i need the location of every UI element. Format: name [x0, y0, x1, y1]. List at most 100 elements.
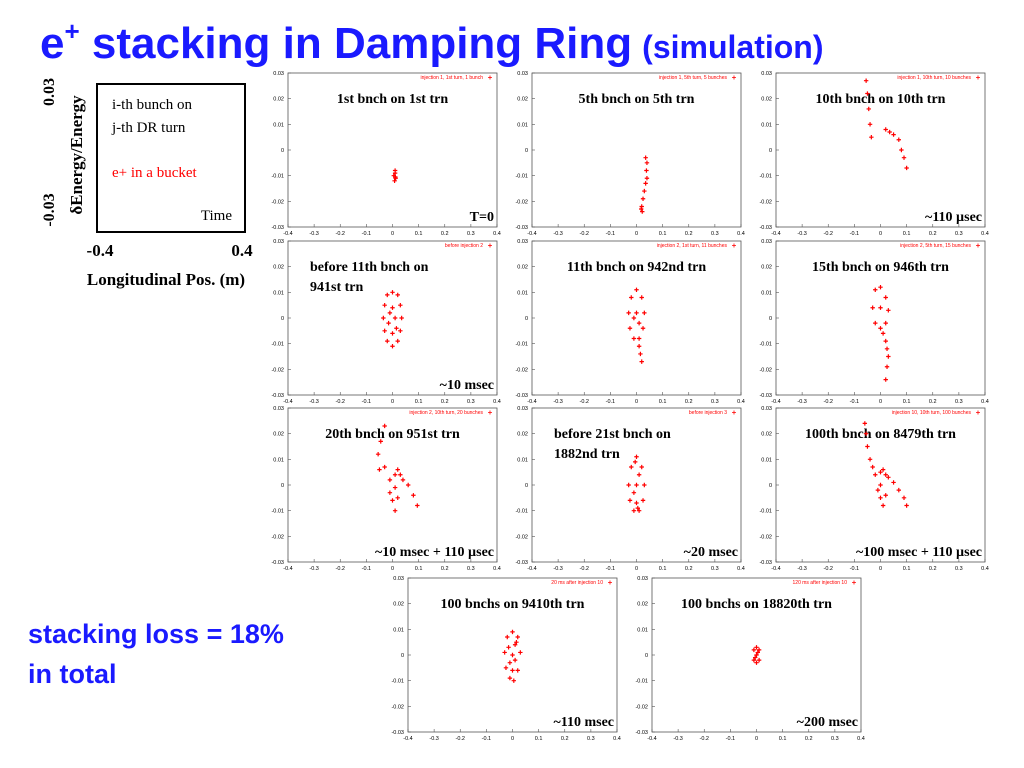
data-point	[631, 490, 637, 495]
data-point	[387, 477, 393, 483]
legend-marker	[732, 410, 736, 415]
legend-label: injection 2, 10th turn, 20 bunches	[409, 410, 483, 416]
x-tick-label: -0.4	[771, 566, 780, 572]
data-point	[636, 472, 642, 477]
y-tick-label: -0.02	[635, 704, 648, 710]
x-tick-label: 0.2	[929, 566, 937, 572]
scatter-panel: -0.4 -0.3 -0.2 -0.1 0 0.1 0.2 0.3 0.4 0.03 0.02 0.0…	[515, 239, 744, 405]
key-y-bottom: -0.03	[41, 193, 58, 226]
x-tick-label: -0.2	[700, 736, 709, 742]
data-point	[636, 320, 642, 326]
x-tick-label: -0.3	[797, 399, 806, 405]
x-tick-label: 0.2	[685, 231, 693, 237]
x-tick-label: 0.4	[857, 736, 865, 742]
y-tick-label: 0.01	[517, 290, 528, 296]
y-tick-label: 0.02	[517, 97, 528, 103]
data-point	[386, 320, 391, 326]
data-point	[502, 650, 507, 655]
panel-label: 100 bnchs on 9410th trn	[441, 597, 585, 612]
legend-label: 120 ms after injection 10	[793, 580, 848, 586]
x-tick-label: 0	[511, 736, 514, 742]
x-tick-label: -0.2	[580, 566, 589, 572]
y-tick-label: -0.03	[515, 225, 528, 231]
x-tick-label: 0.1	[903, 566, 911, 572]
panel-annotation: ~110 msec	[553, 715, 614, 730]
legend-label: injection 1, 1st turn, 1 bunch	[420, 75, 483, 81]
y-tick-label: 0	[769, 316, 772, 322]
data-point	[382, 464, 387, 470]
panel-label: 11th bnch on 942nd trn	[567, 260, 706, 275]
key-x-left: -0.4	[87, 241, 114, 260]
legend-marker	[488, 243, 492, 248]
x-tick-label: 0.1	[659, 399, 667, 405]
x-tick-label: -0.1	[850, 231, 859, 237]
x-tick-label: -0.3	[429, 736, 438, 742]
y-tick-label: 0.02	[637, 602, 648, 608]
y-tick-label: 0	[281, 148, 284, 154]
data-point	[643, 155, 648, 160]
y-tick-label: -0.03	[759, 393, 772, 399]
x-tick-label: -0.1	[362, 399, 371, 405]
data-point	[387, 310, 393, 316]
data-point	[639, 206, 644, 212]
x-tick-label: 0	[391, 566, 394, 572]
data-point	[878, 326, 883, 331]
data-point	[880, 331, 886, 336]
y-tick-label: 0	[769, 483, 772, 489]
y-tick-label: 0	[645, 653, 648, 659]
data-point	[505, 634, 510, 640]
data-point	[867, 122, 873, 127]
x-tick-label: 0.4	[981, 399, 989, 405]
x-tick-label: 0.2	[441, 399, 449, 405]
y-tick-label: 0	[281, 483, 284, 489]
loss-text: in total	[28, 659, 117, 689]
key-y-label: δEnergy/Energy	[67, 95, 86, 215]
scatter-panel: -0.4 -0.3 -0.2 -0.1 0 0.1 0.2 0.3 0.4 0.03 0.02 0.0…	[635, 576, 864, 742]
data-point	[883, 377, 888, 382]
x-tick-label: 0.3	[955, 399, 963, 405]
x-tick-label: -0.1	[482, 736, 491, 742]
data-point	[886, 354, 891, 359]
x-tick-label: -0.3	[553, 231, 562, 237]
data-point	[392, 178, 397, 183]
data-point	[755, 650, 761, 655]
x-tick-label: -0.3	[797, 566, 806, 572]
x-tick-label: 0.3	[711, 399, 719, 405]
data-point	[878, 285, 883, 290]
x-tick-label: -0.2	[336, 231, 345, 237]
data-point	[640, 209, 645, 214]
y-tick-label: -0.01	[391, 679, 404, 685]
x-tick-label: -0.2	[580, 231, 589, 237]
data-point	[627, 498, 633, 503]
y-tick-label: 0.03	[637, 576, 648, 582]
data-point	[643, 181, 648, 186]
key-x-label: Longitudinal Pos. (m)	[87, 270, 245, 289]
x-tick-label: 0.4	[737, 231, 745, 237]
scatter-panel: -0.4 -0.3 -0.2 -0.1 0 0.1 0.2 0.3 0.4 0.03 0.02 0.0…	[759, 239, 988, 405]
data-point	[395, 495, 400, 501]
x-tick-label: 0	[635, 399, 638, 405]
x-tick-label: -0.4	[647, 736, 656, 742]
panel-annotation: T=0	[470, 210, 494, 225]
panel-annotation: ~20 msec	[684, 545, 738, 560]
y-tick-label: -0.02	[759, 367, 772, 373]
x-tick-label: 0.2	[561, 736, 569, 742]
data-point	[392, 472, 398, 477]
y-tick-label: 0	[525, 148, 528, 154]
panel-label: 10th bnch on 10th trn	[816, 92, 946, 107]
data-point	[395, 467, 400, 472]
x-tick-label: -0.2	[824, 399, 833, 405]
y-tick-label: 0.01	[761, 290, 772, 296]
data-point	[510, 668, 515, 673]
y-tick-label: 0	[769, 148, 772, 154]
data-point	[756, 657, 762, 663]
x-tick-label: -0.1	[362, 566, 371, 572]
data-point	[392, 315, 398, 321]
y-tick-label: 0.03	[761, 239, 772, 245]
y-tick-label: -0.02	[759, 534, 772, 540]
scatter-panel: -0.4 -0.3 -0.2 -0.1 0 0.1 0.2 0.3 0.4 0.03 0.02 0.0…	[515, 406, 744, 572]
data-point	[375, 452, 381, 457]
legend-label: injection 2, 1st turn, 11 bunches	[657, 243, 728, 249]
legend-marker	[976, 410, 980, 415]
y-tick-label: 0.03	[761, 406, 772, 412]
